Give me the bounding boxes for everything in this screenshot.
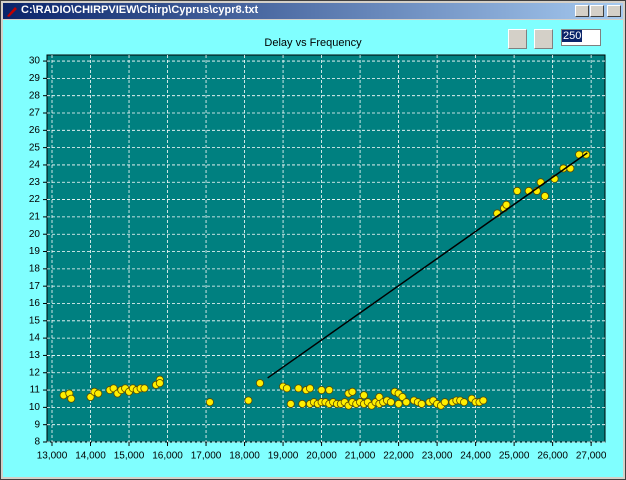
y-tick-label: 10 [29, 402, 41, 413]
data-point [417, 399, 426, 408]
x-tick-label: 22,000 [383, 451, 414, 462]
data-point [255, 379, 264, 388]
x-tick-label: 14,000 [75, 451, 106, 462]
tool-button[interactable] [508, 29, 527, 49]
data-point [394, 399, 403, 408]
data-point [460, 398, 469, 407]
x-tick-label: 15,000 [114, 451, 145, 462]
data-point [155, 379, 164, 388]
x-tick-label: 13,000 [37, 451, 68, 462]
value-input[interactable]: 250 [561, 29, 601, 46]
data-point [325, 386, 334, 395]
chart-title: Delay vs Frequency [264, 37, 362, 49]
data-point [582, 150, 591, 159]
data-point [282, 384, 291, 393]
x-tick-label: 19,000 [268, 451, 299, 462]
maximize-button[interactable] [590, 5, 604, 17]
y-tick-label: 27 [29, 108, 41, 119]
y-tick-label: 14 [29, 333, 41, 344]
y-tick-label: 13 [29, 350, 41, 361]
x-tick-label: 24,000 [460, 451, 491, 462]
x-tick-label: 21,000 [345, 451, 376, 462]
y-tick-label: 29 [29, 73, 41, 84]
title-bar: C:\RADIO\CHIRPVIEW\Chirp\Cyprus\cypr8.tx… [3, 3, 623, 19]
data-point [348, 387, 357, 396]
x-tick-label: 16,000 [152, 451, 183, 462]
x-tick-label: 27,000 [576, 451, 607, 462]
data-point [479, 396, 488, 405]
y-tick-label: 24 [29, 160, 41, 171]
y-tick-label: 12 [29, 367, 41, 378]
data-point [94, 389, 103, 398]
x-tick-label: 20,000 [306, 451, 337, 462]
y-tick-label: 28 [29, 90, 41, 101]
x-tick-label: 17,000 [191, 451, 222, 462]
y-tick-label: 26 [29, 125, 41, 136]
y-tick-label: 25 [29, 142, 41, 153]
y-tick-label: 23 [29, 177, 41, 188]
data-point [294, 384, 303, 393]
window-title: C:\RADIO\CHIRPVIEW\Chirp\Cyprus\cypr8.tx… [21, 4, 259, 16]
data-point [205, 398, 214, 407]
data-point [502, 200, 511, 209]
data-point [140, 384, 149, 393]
input-text: 250 [562, 30, 583, 42]
y-tick-label: 21 [29, 212, 41, 223]
y-tick-label: 15 [29, 315, 41, 326]
x-tick-label: 25,000 [499, 451, 530, 462]
y-tick-label: 9 [34, 419, 40, 430]
data-point [513, 186, 522, 195]
data-point [298, 399, 307, 408]
data-point [286, 399, 295, 408]
data-point [67, 394, 76, 403]
app-icon [7, 7, 17, 17]
y-tick-label: 17 [29, 281, 41, 292]
data-point [244, 396, 253, 405]
data-point [402, 398, 411, 407]
data-point [440, 398, 449, 407]
y-tick-label: 16 [29, 298, 41, 309]
trend-line [267, 152, 588, 379]
y-tick-label: 18 [29, 263, 41, 274]
tool-button[interactable] [534, 29, 553, 49]
data-point [359, 391, 368, 400]
y-tick-label: 8 [34, 437, 40, 448]
data-point [540, 192, 549, 201]
data-point [386, 398, 395, 407]
data-point [317, 386, 326, 395]
y-tick-label: 19 [29, 246, 41, 257]
y-tick-label: 11 [30, 385, 41, 396]
x-tick-label: 23,000 [422, 451, 453, 462]
x-tick-label: 26,000 [537, 451, 568, 462]
plot-area [46, 54, 606, 443]
y-tick-label: 20 [29, 229, 41, 240]
y-tick-label: 22 [29, 194, 41, 205]
close-button[interactable] [607, 5, 621, 17]
x-tick-label: 18,000 [229, 451, 260, 462]
y-tick-label: 30 [29, 56, 41, 67]
data-point [306, 384, 315, 393]
minimize-button[interactable] [575, 5, 589, 17]
